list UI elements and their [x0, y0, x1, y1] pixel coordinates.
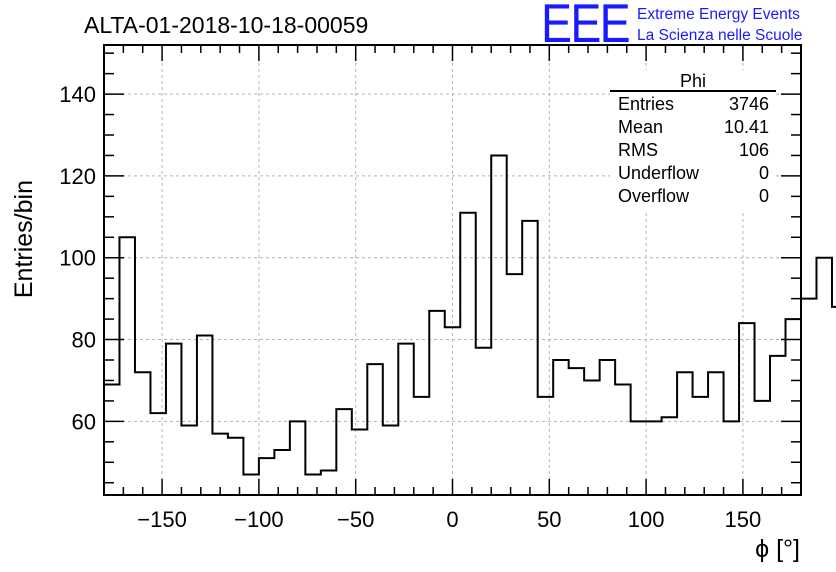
histogram-bin [739, 323, 754, 495]
stats-box: Phi Entries 3746 Mean 10.41 RMS 106 Underflow 0… [610, 70, 776, 210]
histogram-bin [290, 421, 305, 495]
histogram-bin [305, 475, 320, 495]
histogram-bin [522, 221, 537, 495]
x-tick-labels: −150 −100 −50 0 50 100 150 [137, 507, 761, 532]
histogram-bin [816, 258, 831, 495]
histogram-bin [150, 413, 165, 495]
stats-row-label: Overflow [618, 186, 690, 206]
stats-box-title: Phi [680, 71, 706, 91]
histogram-bin [181, 425, 196, 495]
histogram-bin [693, 397, 708, 495]
histogram-bin [615, 385, 630, 495]
histogram-bin [662, 417, 677, 495]
y-tick-label: 80 [72, 328, 96, 353]
axis-ticks [104, 45, 801, 495]
x-tick-label: 150 [725, 507, 762, 532]
histogram-bin [491, 155, 506, 495]
histogram-bin [677, 372, 692, 495]
histogram-bin [398, 344, 413, 495]
histogram-bin [584, 380, 599, 495]
histogram-bin [631, 421, 646, 495]
histogram-bin [274, 450, 289, 495]
histogram-bin [507, 274, 522, 495]
histogram-bin [166, 344, 181, 495]
histogram-bin [460, 213, 475, 495]
histogram-bin [538, 397, 553, 495]
stats-box-background [610, 70, 776, 210]
histogram-bin [135, 372, 150, 495]
histogram-bin [832, 307, 836, 495]
stats-row-value: 10.41 [724, 117, 769, 137]
histogram-bin [352, 430, 367, 495]
histogram-bin [383, 425, 398, 495]
stats-row-label: Entries [618, 94, 674, 114]
histogram-bin [600, 360, 615, 495]
stats-row-value: 106 [739, 140, 769, 160]
x-tick-label: −50 [337, 507, 374, 532]
histogram-bin [724, 421, 739, 495]
histogram-bin [119, 237, 134, 495]
histogram-bin [646, 421, 661, 495]
stats-row-value: 3746 [729, 94, 769, 114]
histogram-bin [801, 299, 816, 495]
x-tick-label: −100 [234, 507, 284, 532]
eee-logo: EEE Extreme Energy Events La Scienza nel… [541, 0, 802, 54]
histogram-outline [103, 154, 836, 495]
histogram-bin [212, 434, 227, 495]
stats-row-label: Underflow [618, 163, 700, 183]
histogram-bin [708, 372, 723, 495]
y-tick-label: 100 [59, 246, 96, 271]
histogram-bin [336, 409, 351, 495]
histogram-bin [414, 397, 429, 495]
logo-line-2: La Scienza nelle Scuole [637, 27, 802, 44]
histogram-bin [197, 335, 212, 495]
logo-line-1: Extreme Energy Events [637, 6, 800, 23]
x-tick-label: 100 [628, 507, 665, 532]
histogram-bin [569, 368, 584, 495]
histogram-bin [770, 356, 785, 495]
histogram-bin [367, 364, 382, 495]
histogram-bin [755, 401, 770, 495]
y-axis-label: Entries/bin [10, 180, 38, 298]
histogram-bin [228, 438, 243, 495]
histogram-bin [243, 475, 258, 495]
histogram-bin [553, 360, 568, 495]
stats-row-label: Mean [618, 117, 663, 137]
logo-mark: EEE [541, 0, 629, 54]
x-tick-label: 0 [446, 507, 458, 532]
x-axis-label: ϕ [°] [755, 535, 800, 563]
histogram-bin [429, 311, 444, 495]
y-tick-label: 60 [72, 409, 96, 434]
x-tick-label: 50 [537, 507, 561, 532]
stats-rows: Entries 3746 Mean 10.41 RMS 106 Underflow 0 Over… [618, 94, 769, 206]
histogram-bin [476, 348, 491, 495]
chart-title: ALTA-01-2018-10-18-00059 [84, 12, 368, 38]
y-tick-label: 120 [59, 164, 96, 189]
y-tick-label: 140 [59, 82, 96, 107]
y-tick-labels: 60 80 100 120 140 [59, 82, 96, 434]
stats-row-label: RMS [618, 140, 658, 160]
histogram-bin [445, 327, 460, 495]
histogram-bin [321, 470, 336, 495]
stats-row-value: 0 [759, 163, 769, 183]
x-tick-label: −150 [137, 507, 187, 532]
histogram-bin [259, 458, 274, 495]
histogram-bin [786, 319, 801, 495]
stats-row-value: 0 [759, 186, 769, 206]
